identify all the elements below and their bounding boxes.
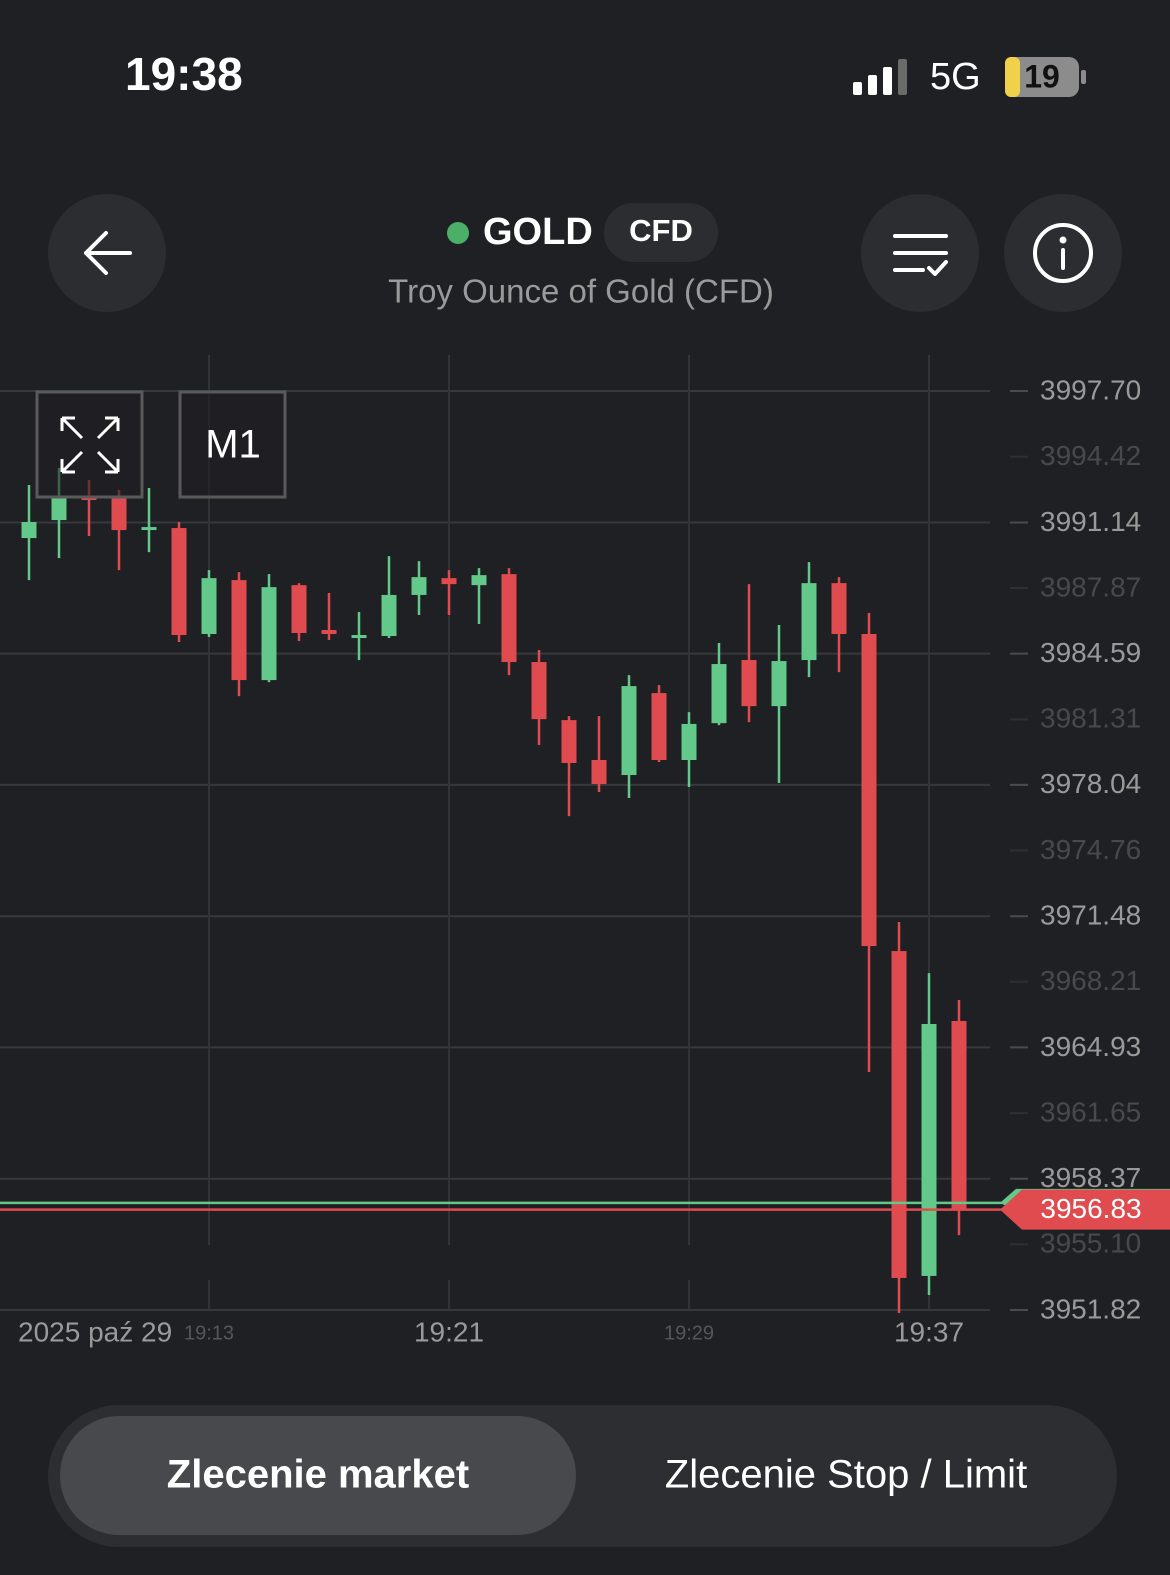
y-tick-label: 3951.82 [1040, 1293, 1141, 1324]
y-tick-label: 3981.31 [1040, 703, 1141, 734]
status-dot [447, 222, 469, 244]
candle-body [81, 497, 97, 501]
y-tick-label: 3964.93 [1040, 1031, 1141, 1062]
y-tick-label: 3961.65 [1040, 1097, 1141, 1128]
y-tick-label: 3968.21 [1040, 965, 1141, 996]
fullscreen-button[interactable] [35, 390, 144, 499]
candle-body [681, 723, 697, 760]
tab[interactable]: Zlecenie Stop / Limit [665, 1453, 1027, 1497]
x-tick-label: 19:13 [184, 1322, 234, 1344]
timeframe[interactable]: M1 [205, 423, 261, 467]
signal-icon [853, 59, 907, 95]
bid-flag [1000, 1189, 1170, 1230]
bid-label: 3956.83 [1040, 1193, 1141, 1224]
y-tick-label: 3987.87 [1040, 571, 1141, 602]
badge: CFD [629, 213, 693, 248]
y-tick-label: 3994.42 [1040, 440, 1141, 471]
status-time: 19:38 [125, 48, 243, 100]
candle-body [201, 578, 217, 635]
info-button[interactable] [1004, 194, 1122, 312]
candle-body [111, 498, 127, 531]
candle-body [951, 1020, 967, 1210]
back-button[interactable] [48, 194, 166, 312]
candle-body [921, 1023, 937, 1276]
battery-icon [1005, 57, 1086, 97]
menu-button[interactable] [861, 194, 979, 312]
candle-body [561, 720, 577, 763]
y-tick-label: 3984.59 [1040, 637, 1141, 668]
candle-body [351, 635, 367, 639]
candle-body [861, 634, 877, 947]
candle-body [891, 951, 907, 1278]
badge-bg [604, 203, 718, 262]
timeframe-button[interactable] [178, 390, 287, 499]
tab[interactable]: Zlecenie market [167, 1453, 469, 1497]
y-tick-label: 3958.37 [1040, 1162, 1141, 1193]
status-battery: 19 [1024, 58, 1060, 94]
y-tick-label: 3971.48 [1040, 900, 1141, 931]
x-tick-label: 19:29 [664, 1322, 714, 1344]
candle-body [441, 578, 457, 585]
status-network: 5G [930, 56, 981, 98]
y-tick-label: 3991.14 [1040, 506, 1141, 537]
candle-body [261, 587, 277, 681]
y-tick-label: 3974.76 [1040, 834, 1141, 865]
candle-body [321, 630, 337, 635]
candle-body [621, 686, 637, 776]
candle-body [21, 522, 37, 539]
candle-body [801, 583, 817, 661]
candle-body [501, 574, 517, 663]
candle-body [711, 664, 727, 724]
symbol: GOLD [483, 211, 593, 253]
y-tick-label: 3997.70 [1040, 374, 1141, 405]
date-label: 2025 paź 29 [18, 1316, 172, 1347]
date-label-bg [0, 1315, 184, 1353]
candle-body [471, 575, 487, 586]
candle-body [171, 528, 187, 636]
candle-body [381, 594, 397, 637]
x-tick-label: 19:37 [894, 1316, 964, 1347]
y-tick-label: 3955.10 [1040, 1228, 1141, 1259]
candle-body [411, 577, 427, 595]
candle-body [741, 660, 757, 707]
y-tick-label: 3978.04 [1040, 768, 1141, 799]
candle-body [291, 585, 307, 634]
candle-body [51, 498, 67, 521]
candle-body [771, 661, 787, 707]
candle-body [531, 662, 547, 720]
chart: 3997.70 3994.42 3991.14 3987.87 3984.59 3981.… [0, 355, 1170, 1353]
subtitle: Troy Ounce of Gold (CFD) [388, 273, 774, 310]
candle-body [141, 527, 157, 531]
x-tick-label: 19:21 [414, 1316, 484, 1347]
tab-active-bg[interactable] [60, 1416, 576, 1535]
candle-body [651, 693, 667, 760]
candle-body [831, 583, 847, 635]
candle-body [231, 580, 247, 681]
candle-body [591, 759, 607, 785]
